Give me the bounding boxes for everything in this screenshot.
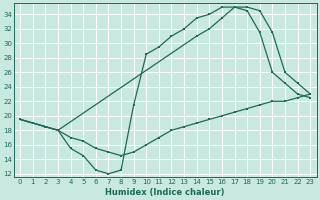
X-axis label: Humidex (Indice chaleur): Humidex (Indice chaleur) — [106, 188, 225, 197]
